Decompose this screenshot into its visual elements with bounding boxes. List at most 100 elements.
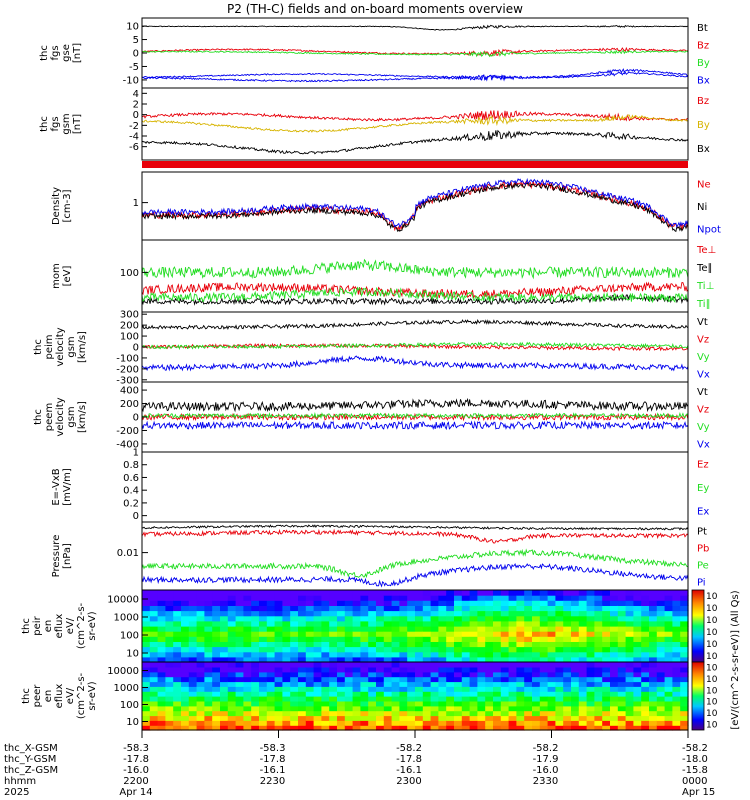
spectrogram-cell <box>430 646 439 653</box>
spectrogram-cell <box>641 710 650 717</box>
spectrogram-cell <box>656 595 666 601</box>
spectrogram-cell <box>578 631 588 637</box>
spectrogram-cell <box>625 620 634 627</box>
spectrogram-cell <box>282 686 291 692</box>
spectrogram-cell <box>305 715 315 721</box>
spectrogram-cell <box>266 656 276 663</box>
spectrogram-cell <box>407 636 416 642</box>
spectrogram-cell <box>259 620 268 627</box>
spectrogram-cell <box>610 662 619 668</box>
spectrogram-cell <box>578 641 588 648</box>
footer-value: 0000 <box>682 776 707 787</box>
spectrogram-cell <box>461 605 471 612</box>
spectrogram-cell <box>430 626 439 632</box>
spectrogram-cell <box>235 636 244 642</box>
y-axis-label: mom <box>51 263 62 289</box>
y-tick-label: 200 <box>120 399 139 410</box>
spectrogram-cell <box>235 705 244 712</box>
spectrogram-cell <box>454 705 463 712</box>
spectrogram-cell <box>430 595 439 601</box>
spectrogram-cell <box>142 676 151 683</box>
spectrogram-cell <box>500 605 510 612</box>
spectrogram-cell <box>399 686 408 692</box>
spectrogram-cell <box>305 662 315 668</box>
spectrogram-cell <box>251 662 260 668</box>
spectrogram-cell <box>142 631 151 637</box>
spectrogram-cell <box>524 595 533 601</box>
spectrogram-cell <box>477 600 486 606</box>
spectrogram-cell <box>438 610 447 617</box>
spectrogram-cell <box>305 686 315 692</box>
y-axis-label: Density <box>51 187 62 225</box>
spectrogram-cell <box>524 720 533 726</box>
spectrogram-cell <box>610 656 619 663</box>
spectrogram-cell <box>547 662 556 668</box>
spectrogram-cell <box>422 631 432 637</box>
spectrogram-cell <box>532 641 541 648</box>
spectrogram-cell <box>266 600 276 606</box>
spectrogram-cell <box>469 620 478 627</box>
spectrogram-cell <box>610 631 619 637</box>
spectrogram-cell <box>391 720 400 726</box>
spectrogram-cell <box>422 605 432 612</box>
spectrogram-cell <box>477 686 486 692</box>
spectrogram-cell <box>493 600 502 606</box>
spectrogram-cell <box>680 636 689 642</box>
spectrogram-cell <box>235 595 244 601</box>
spectrogram-cell <box>485 725 494 731</box>
spectrogram-cell <box>157 636 166 642</box>
spectrogram-cell <box>235 651 244 658</box>
spectrogram-cell <box>656 610 666 617</box>
legend-Ne: Ne <box>697 179 711 190</box>
spectrogram-cell <box>259 595 268 601</box>
spectrogram-cell <box>524 691 533 697</box>
spectrogram-cell <box>352 696 361 702</box>
spectrogram-cell <box>274 681 283 687</box>
spectrogram-cell <box>391 662 400 668</box>
spectrogram-cell <box>298 636 307 642</box>
spectrogram-cell <box>173 595 182 601</box>
spectrogram-cell <box>329 610 338 617</box>
spectrogram-cell <box>664 646 673 653</box>
spectrogram-cell <box>344 605 354 612</box>
panel-frame <box>141 171 689 241</box>
spectrogram-cell <box>383 646 393 653</box>
spectrogram-cell <box>329 590 338 596</box>
spectrogram-cell <box>672 676 681 683</box>
y-tick-label: 5 <box>133 35 139 46</box>
spectrogram-cell <box>391 676 400 683</box>
spectrogram-cell <box>446 636 455 642</box>
spectrogram-cell <box>500 671 510 678</box>
spectrogram-cell <box>165 725 174 731</box>
spectrogram-cell <box>344 610 354 617</box>
spectrogram-cell <box>181 656 190 663</box>
spectrogram-cell <box>430 676 439 683</box>
spectrogram-cell <box>149 636 159 642</box>
spectrogram-cell <box>477 691 486 697</box>
spectrogram-cell <box>173 681 182 687</box>
spectrogram-cell <box>360 676 369 683</box>
spectrogram-cell <box>188 651 198 658</box>
footer-value: -17.8 <box>260 754 286 765</box>
spectrogram-cell <box>243 666 252 673</box>
spectrogram-cell <box>664 620 673 627</box>
spectrogram-cell <box>422 651 432 658</box>
spectrogram-cell <box>321 705 330 712</box>
spectrogram-cell <box>399 656 408 663</box>
spectrogram-cell <box>547 710 556 717</box>
spectrogram-cell <box>251 620 260 627</box>
spectrogram-cell <box>438 600 447 606</box>
spectrogram-cell <box>415 595 424 601</box>
y-tick-label: -2 <box>129 121 139 132</box>
spectrogram-cell <box>399 610 408 617</box>
spectrogram-cell <box>383 705 393 712</box>
spectrogram-cell <box>212 686 221 692</box>
spectrogram-cell <box>220 626 229 632</box>
spectrogram-cell <box>204 626 213 632</box>
spectrogram-cell <box>212 641 221 648</box>
spectrogram-cell <box>157 662 166 668</box>
spectrogram-cell <box>376 691 385 697</box>
spectrogram-cell <box>680 656 689 663</box>
spectrogram-cell <box>493 656 502 663</box>
